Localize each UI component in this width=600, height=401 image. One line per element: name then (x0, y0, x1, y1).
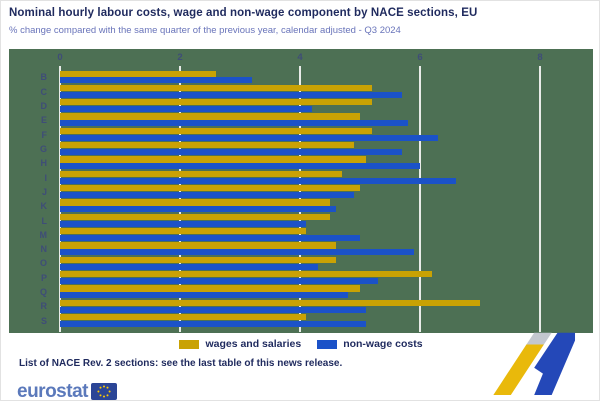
gridline-x-2 (179, 66, 181, 332)
bar-wages-G (60, 142, 354, 149)
x-tick-label-0: 0 (57, 52, 63, 63)
nonwage-swatch-icon (317, 339, 338, 349)
category-label-P: P (40, 272, 47, 283)
bar-nonwage-P (60, 277, 378, 285)
bar-wages-B (60, 70, 216, 77)
footer-note: List of NACE Rev. 2 sections: see the la… (19, 358, 343, 369)
category-label-K: K (40, 201, 48, 212)
bar-nonwage-Q (60, 292, 348, 299)
category-label-Q: Q (39, 287, 47, 298)
bar-wages-J (60, 185, 360, 192)
gridline-x-8 (539, 66, 541, 332)
gridline-x-4 (299, 66, 301, 332)
x-tick-label-4: 4 (297, 52, 303, 63)
bar-nonwage-L (60, 220, 306, 227)
eurostat-logo: eurostat (17, 381, 117, 401)
bar-wages-L (60, 213, 330, 220)
legend-item-nonwage: non-wage costs (317, 338, 423, 350)
bar-wages-S (60, 314, 306, 321)
bar-nonwage-K (60, 206, 336, 213)
category-label-L: L (41, 215, 48, 226)
bar-nonwage-D (60, 105, 312, 113)
chart-subtitle: % change compared with the same quarter … (9, 25, 401, 36)
chart-title: Nominal hourly labour costs, wage and no… (9, 7, 478, 19)
gridline-x-0 (59, 66, 61, 332)
x-tick-label-2: 2 (177, 52, 183, 63)
category-label-R: R (40, 301, 48, 312)
bar-nonwage-I (60, 177, 456, 184)
bar-wages-O (60, 256, 336, 263)
bar-wages-I (60, 170, 342, 177)
bar-nonwage-E (60, 120, 408, 127)
bar-wages-F (60, 127, 372, 134)
category-label-F: F (41, 129, 48, 140)
bar-nonwage-F (60, 134, 438, 141)
wages-swatch-icon (179, 339, 200, 349)
eu-flag-icon (90, 383, 117, 400)
x-tick-label-6: 6 (417, 52, 423, 63)
category-label-O: O (39, 258, 47, 269)
chart-legend: wages and salaries non-wage costs (1, 337, 599, 351)
category-label-D: D (40, 100, 48, 111)
bar-nonwage-N (60, 249, 414, 256)
bar-nonwage-B (60, 77, 252, 84)
category-label-J: J (41, 186, 47, 197)
bar-nonwage-G (60, 148, 402, 156)
bar-nonwage-J (60, 191, 354, 199)
legend-label: wages and salaries (205, 338, 302, 350)
bar-wages-D (60, 99, 372, 106)
category-label-I: I (44, 172, 47, 183)
bar-wages-H (60, 156, 366, 163)
category-label-N: N (40, 244, 48, 255)
bar-nonwage-S (60, 320, 366, 328)
bar-wages-E (60, 113, 360, 120)
bar-wages-Q (60, 285, 360, 292)
category-label-E: E (40, 115, 47, 126)
category-label-C: C (40, 86, 48, 97)
category-label-S: S (40, 315, 47, 326)
category-label-G: G (39, 143, 47, 154)
bar-wages-K (60, 199, 330, 206)
category-label-H: H (40, 158, 48, 169)
bar-nonwage-O (60, 263, 318, 270)
bar-wages-R (60, 299, 480, 306)
gridline-x-6 (419, 66, 421, 332)
bar-wages-C (60, 84, 372, 92)
bar-nonwage-R (60, 306, 366, 313)
eurostat-logo-text: eurostat (17, 381, 88, 401)
bar-wages-N (60, 242, 336, 249)
category-label-B: B (40, 72, 48, 83)
bar-wages-M (60, 228, 306, 235)
bar-nonwage-C (60, 91, 402, 98)
bar-nonwage-H (60, 163, 420, 170)
category-label-M: M (39, 229, 48, 240)
bar-nonwage-M (60, 234, 360, 242)
bar-wages-P (60, 271, 432, 278)
eurostat-swoosh-icon (488, 325, 593, 400)
x-tick-label-8: 8 (537, 52, 543, 63)
legend-item-wages: wages and salaries (179, 338, 301, 350)
legend-label: non-wage costs (343, 338, 423, 350)
